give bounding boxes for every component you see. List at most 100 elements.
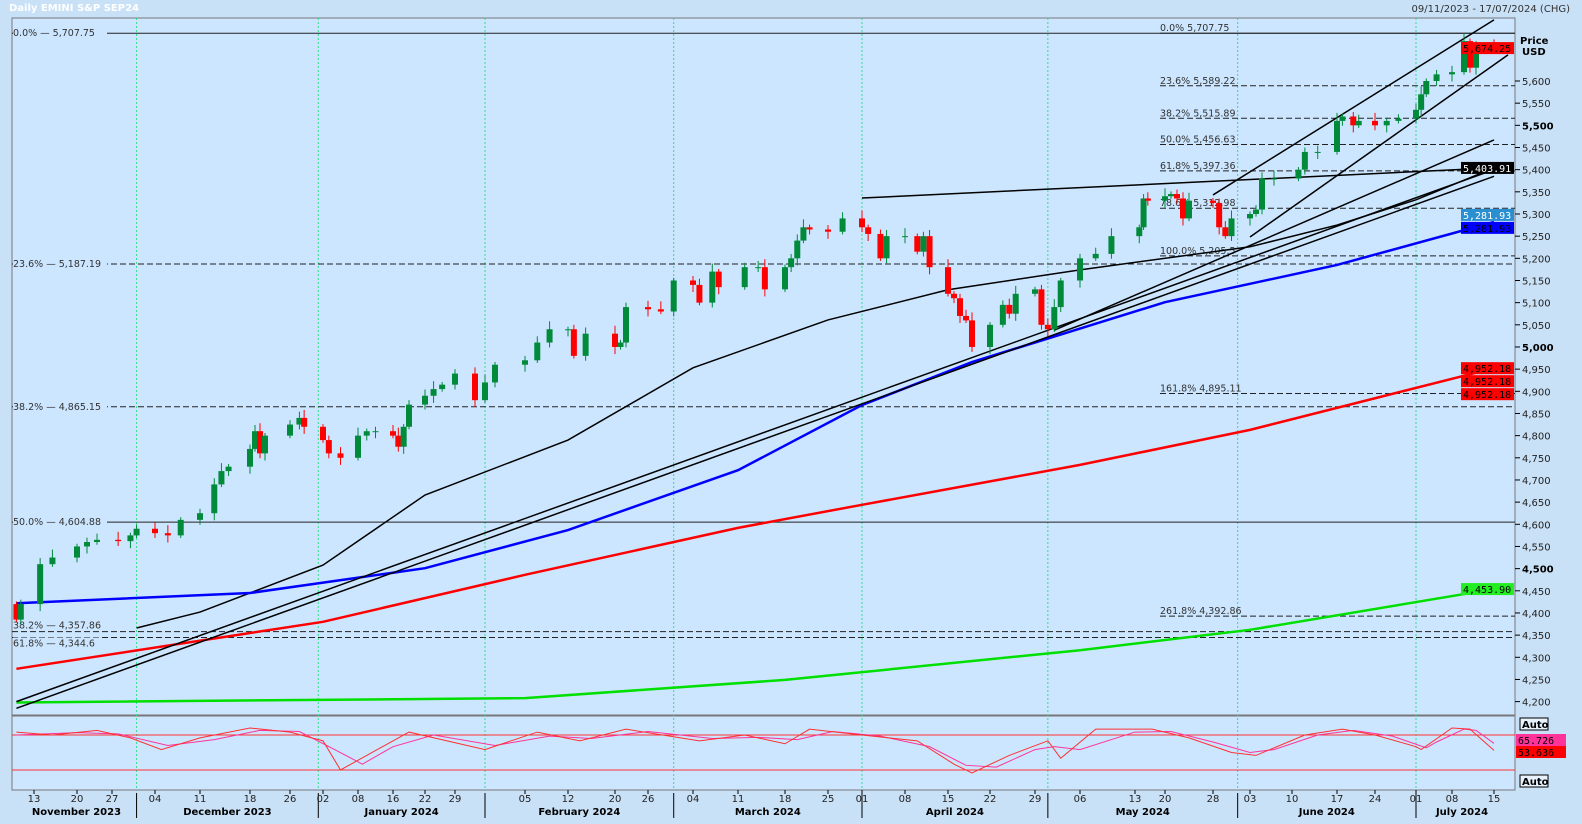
candle-body [1051, 307, 1058, 330]
osc-auto-scale-button[interactable]: Auto [1519, 774, 1549, 788]
candle-body [94, 539, 100, 543]
y-tick-label: 4,700 [1522, 476, 1551, 487]
candle-body [1140, 198, 1147, 228]
x-tick-label: 26 [642, 794, 655, 805]
auto-scale-button[interactable]: Auto [1519, 717, 1549, 731]
y-tick-label: 5,300 [1522, 210, 1551, 221]
y-tick-label: 5,550 [1522, 99, 1551, 110]
candle-body [127, 535, 134, 542]
price-tag [1461, 375, 1514, 388]
candle-body [177, 519, 184, 536]
candle-body [709, 271, 716, 303]
candle-body [825, 229, 831, 232]
candle-body [1372, 120, 1378, 126]
oscillator-panel[interactable] [11, 715, 1516, 791]
candle-body [320, 426, 326, 441]
x-tick-label: 01 [856, 794, 869, 805]
x-tick-label: 03 [1244, 794, 1257, 805]
candle-body [430, 389, 437, 396]
candle-body [1395, 118, 1402, 121]
fib-label: 61.8% — 4,344.6 [13, 639, 95, 650]
moving-average-line [16, 587, 1495, 704]
osc-auto-scale-label[interactable]: Auto [1522, 777, 1549, 788]
x-tick-label: 20 [71, 794, 84, 805]
candle-body [152, 528, 158, 534]
fib-label-bg [13, 27, 107, 39]
oscillator-value-tag [1516, 746, 1566, 758]
candle-body [372, 431, 379, 433]
fib-label-right: 78.6% 5,312.98 [1160, 198, 1236, 209]
candle-body [1473, 45, 1479, 68]
candle-body [926, 236, 933, 268]
candle-body [741, 267, 748, 288]
candle-body [197, 513, 203, 520]
x-tick-label: 25 [822, 794, 835, 805]
candle-body [957, 298, 963, 316]
y-tick-label: 4,500 [1522, 565, 1554, 576]
main-plot-area[interactable] [11, 17, 1516, 716]
x-tick-label: 27 [106, 794, 119, 805]
candle-body [883, 236, 890, 259]
price-tag [1461, 208, 1514, 221]
x-tick-label: 02 [317, 794, 330, 805]
candle-body [1180, 198, 1186, 219]
price-tag [1461, 161, 1514, 174]
fib-label-bg [13, 257, 107, 269]
candle-body [806, 227, 813, 230]
candle-body [645, 307, 651, 310]
candle-body [1222, 227, 1229, 237]
trend-line [1249, 54, 1509, 238]
candle-body [877, 233, 884, 259]
price-tag [1461, 583, 1514, 596]
fib-label-right: 23.6% 5,589.22 [1160, 76, 1236, 87]
fib-label-right: 161.8% 4,895.11 [1160, 383, 1242, 394]
y-tick-label: 4,900 [1522, 387, 1551, 398]
fib-label-bg [13, 637, 101, 649]
month-label: April 2024 [926, 807, 984, 818]
candle-body [49, 557, 56, 565]
fib-label: 0.0% — 5,707.75 [13, 28, 95, 39]
candle-body [761, 267, 768, 290]
y-tick-label: 4,600 [1522, 520, 1551, 531]
moving-average-line [16, 220, 1495, 605]
candle-body [1259, 178, 1265, 210]
candle-body [1295, 169, 1302, 179]
candle-body [472, 373, 478, 401]
trend-line [16, 175, 1495, 709]
candle-body [1006, 304, 1013, 314]
candle-body [257, 431, 263, 454]
candle-body [1301, 151, 1308, 170]
candle-body [211, 484, 218, 514]
y-tick-label: 5,050 [1522, 321, 1551, 332]
candle-body [1174, 194, 1180, 199]
auto-scale-label[interactable]: Auto [1522, 720, 1549, 731]
price-tag-value: 5,281.93 [1463, 224, 1511, 235]
candle-body [1044, 324, 1051, 330]
oscillator-value: 53.636 [1518, 748, 1554, 759]
y-tick-label: 5,600 [1522, 77, 1551, 88]
x-tick-label: 05 [519, 794, 532, 805]
candle-body [794, 240, 801, 259]
x-tick-label: 11 [194, 794, 207, 805]
y-tick-label: 4,350 [1522, 631, 1551, 642]
x-tick-label: 10 [1286, 794, 1299, 805]
candle-body [1186, 200, 1192, 219]
candle-body [218, 471, 225, 485]
candle-body [1423, 81, 1430, 95]
candle-body [247, 448, 253, 467]
price-tag [1461, 388, 1514, 401]
x-tick-label: 15 [1488, 794, 1501, 805]
fib-label: 38.2% — 4,357.86 [13, 621, 101, 632]
candle-body [337, 453, 344, 458]
price-tag-value: 4,952.18 [1463, 364, 1511, 375]
candle-body [951, 293, 957, 299]
fib-label-right: 261.8% 4,392.86 [1160, 606, 1242, 617]
x-tick-label: 29 [1029, 794, 1042, 805]
candle-body [1210, 200, 1216, 203]
candle-body [696, 284, 703, 303]
candle-body [999, 304, 1006, 325]
candle-body [1383, 120, 1390, 126]
candle-body [406, 404, 412, 427]
candle-body [1355, 120, 1362, 126]
